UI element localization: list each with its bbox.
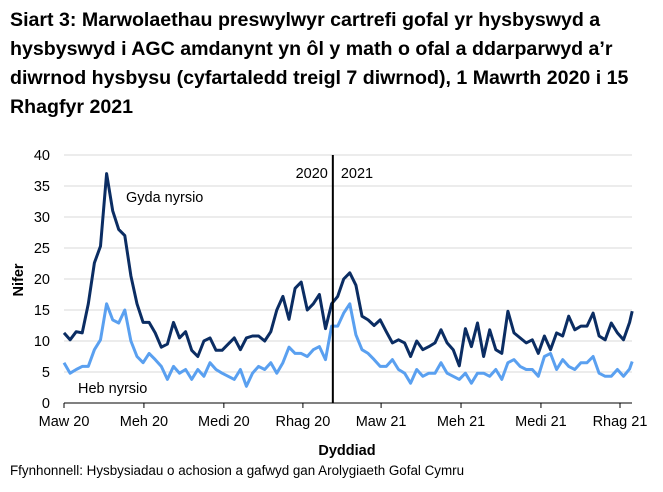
gridlines <box>64 154 632 404</box>
x-tick-label: Rhag 20 <box>275 414 330 430</box>
x-tick-label: Medi 20 <box>198 414 250 430</box>
y-tick-label: 10 <box>34 334 50 350</box>
x-tick-label: Maw 20 <box>39 414 90 430</box>
x-tick-label: Maw 21 <box>356 414 407 430</box>
x-tick-label: Medi 21 <box>515 414 567 430</box>
series-line-gyda-nyrsio <box>62 172 634 368</box>
x-tick-label: Meh 20 <box>120 414 168 430</box>
y-tick-label: 5 <box>42 365 50 381</box>
series-lines <box>62 172 634 388</box>
x-tick-labels: Maw 20 Meh 20 Medi 20 Rhag 20 Maw 21 Meh 21 Me… <box>39 403 648 430</box>
y-tick-labels: 0 5 10 15 20 25 30 35 40 <box>34 148 50 412</box>
y-tick-label: 35 <box>34 179 50 195</box>
y-tick-label: 20 <box>34 272 50 288</box>
y-axis-label: Nifer <box>11 263 27 296</box>
source-note: Ffynhonnell: Hysbysiadau o achosion a ga… <box>10 463 465 478</box>
y-tick-label: 0 <box>42 396 50 412</box>
y-tick-label: 15 <box>34 303 50 319</box>
y-tick-label: 25 <box>34 241 50 257</box>
series-label-heb-nyrsio: Heb nyrsio <box>78 381 147 397</box>
year-label-2021: 2021 <box>341 166 373 182</box>
x-axis-label: Dyddiad <box>318 443 375 459</box>
y-tick-label: 30 <box>34 210 50 226</box>
y-tick-label: 40 <box>34 148 50 164</box>
chart-title: Siart 3: Marwolaethau preswylwyr cartref… <box>10 9 629 118</box>
x-tick-label: Rhag 21 <box>593 414 648 430</box>
series-label-gyda-nyrsio: Gyda nyrsio <box>126 190 203 206</box>
year-label-2020: 2020 <box>296 166 328 182</box>
series-line-heb-nyrsio <box>62 302 634 388</box>
x-tick-label: Meh 21 <box>437 414 485 430</box>
